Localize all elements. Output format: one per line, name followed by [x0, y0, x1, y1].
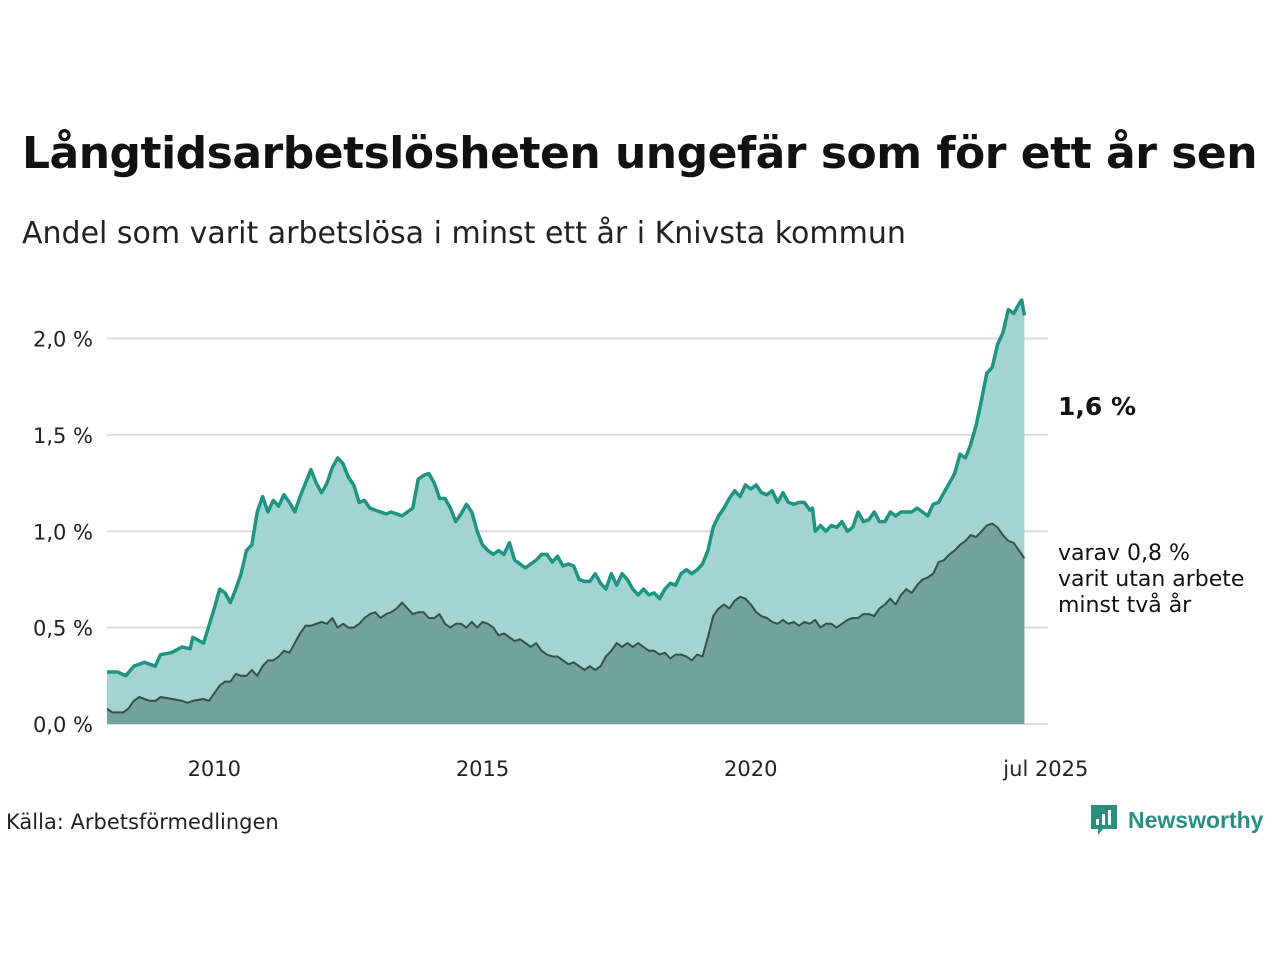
series-1-area	[107, 300, 1025, 724]
series-2-line	[106, 522, 1026, 714]
y-tick-label: 1,0 %	[33, 520, 93, 544]
series-2-end-label: minst två år	[1058, 592, 1192, 618]
y-tick-label: 2,0 %	[33, 328, 93, 352]
chart-subtitle: Andel som varit arbetslösa i minst ett å…	[22, 216, 906, 251]
x-tick-label: 2020	[724, 757, 777, 781]
x-tick-label: 2015	[456, 757, 509, 781]
y-tick-label: 1,5 %	[33, 424, 93, 448]
series-1-end-label: 1,6 %	[1058, 392, 1136, 421]
x-tick-label: jul 2025	[1002, 757, 1088, 781]
y-tick-label: 0,0 %	[33, 713, 93, 737]
x-tick-label: 2010	[188, 757, 241, 781]
chart-title: Långtidsarbetslösheten ungefär som för e…	[22, 128, 1258, 179]
series-2-end-label: varit utan arbete	[1058, 567, 1244, 592]
brand-name: Newsworthy	[1128, 806, 1264, 833]
brand-logo[interactable]: Newsworthy	[1088, 802, 1263, 838]
series-2-area	[107, 523, 1025, 724]
source-note: Källa: Arbetsförmedlingen	[6, 810, 279, 834]
y-tick-label: 0,5 %	[33, 617, 93, 641]
newsworthy-icon	[1091, 805, 1117, 835]
series-1-line	[107, 298, 1027, 678]
axis-layer: 0,0 % 0,5 % 1,0 % 1,5 % 2,0 % 2010 2015 2020 jul…	[33, 328, 1088, 781]
series-2-end-label: varav 0,8 %	[1058, 541, 1190, 566]
area-layer	[106, 298, 1027, 724]
